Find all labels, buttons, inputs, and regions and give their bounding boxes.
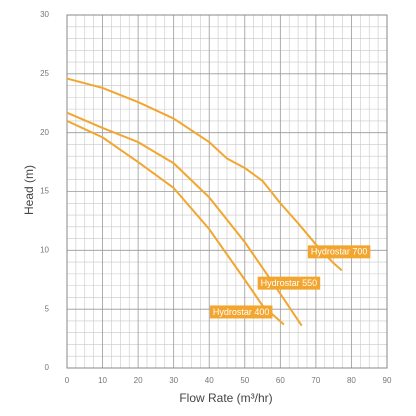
y-tick-label: 5 [45,304,50,313]
x-tick-label: 70 [311,376,320,385]
y-tick-label: 10 [40,245,49,254]
x-tick-label: 10 [98,376,107,385]
x-tick-label: 40 [205,376,214,385]
x-tick-label: 50 [240,376,249,385]
x-axis-title: Flow Rate (m³/hr) [179,391,272,405]
y-tick-label: 0 [45,363,50,372]
y-tick-label: 20 [40,128,49,137]
series-label: Hydrostar 400 [213,307,270,317]
series-label-box [257,276,321,290]
x-tick-label: 90 [383,376,392,385]
series-label-box [307,245,371,259]
x-tick-label: 60 [276,376,285,385]
x-tick-label: 30 [169,376,178,385]
y-tick-label: 15 [40,187,49,196]
x-tick-label: 0 [65,376,70,385]
x-tick-label: 80 [347,376,356,385]
y-axis-title: Head (m) [22,165,36,215]
curve [66,77,343,272]
series-label: Hydrostar 550 [261,278,318,288]
series-label-box [209,305,273,319]
y-tick-label: 30 [40,10,49,19]
y-tick-label: 25 [40,69,49,78]
plot-frame [66,14,388,369]
x-tick-label: 20 [134,376,143,385]
series-label: Hydrostar 700 [311,247,368,257]
curve [66,119,285,326]
